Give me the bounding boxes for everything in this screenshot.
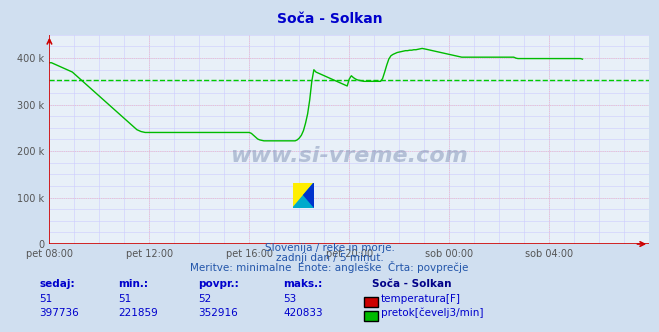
Text: pretok[čevelj3/min]: pretok[čevelj3/min] [381,307,484,318]
Text: 352916: 352916 [198,308,237,318]
Text: min.:: min.: [119,279,149,289]
Text: sedaj:: sedaj: [40,279,75,289]
Text: Slovenija / reke in morje.: Slovenija / reke in morje. [264,243,395,253]
Text: maks.:: maks.: [283,279,323,289]
Text: 221859: 221859 [119,308,158,318]
Text: 397736: 397736 [40,308,79,318]
Text: zadnji dan / 5 minut.: zadnji dan / 5 minut. [275,253,384,263]
Text: www.si-vreme.com: www.si-vreme.com [231,146,468,166]
Text: 420833: 420833 [283,308,323,318]
Polygon shape [304,183,314,208]
Text: 52: 52 [198,294,211,304]
Text: 53: 53 [283,294,297,304]
Polygon shape [293,183,314,208]
Text: povpr.:: povpr.: [198,279,239,289]
Text: Soča - Solkan: Soča - Solkan [372,279,452,289]
Text: Meritve: minimalne  Enote: angleške  Črta: povprečje: Meritve: minimalne Enote: angleške Črta:… [190,261,469,273]
Polygon shape [293,183,314,208]
Text: 51: 51 [40,294,53,304]
Text: 51: 51 [119,294,132,304]
Text: temperatura[F]: temperatura[F] [381,294,461,304]
Text: Soča - Solkan: Soča - Solkan [277,12,382,26]
